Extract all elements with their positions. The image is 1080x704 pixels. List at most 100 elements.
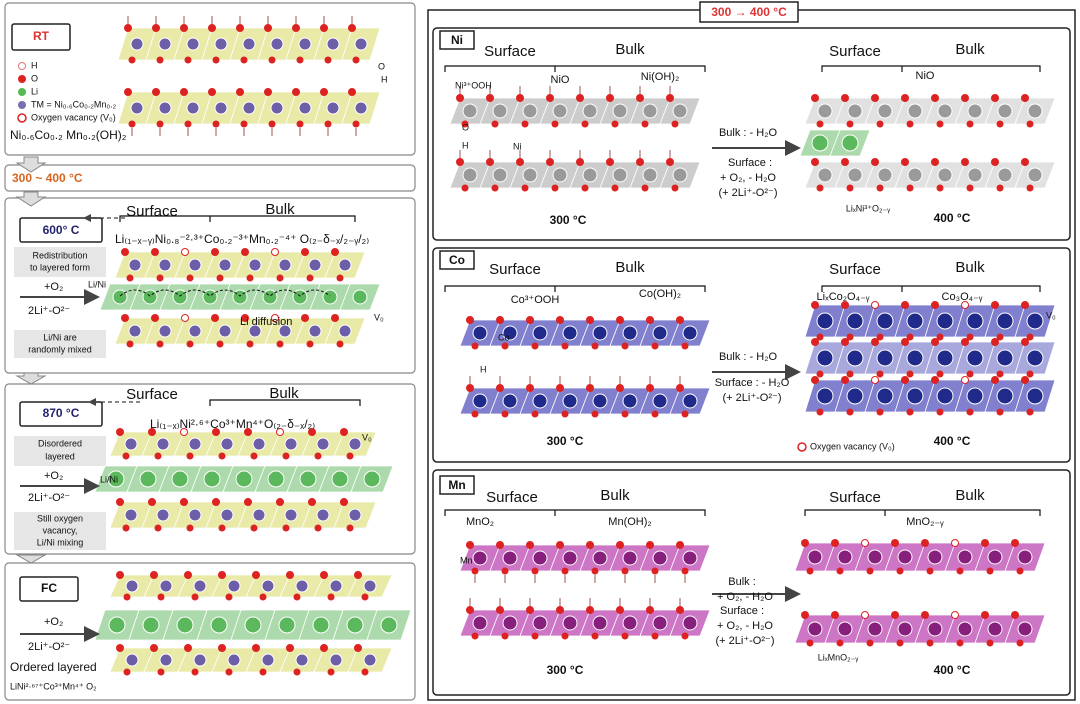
oxygen bbox=[551, 184, 559, 192]
oxygen bbox=[956, 567, 964, 575]
atom bbox=[188, 437, 202, 451]
atom bbox=[672, 103, 688, 119]
atom-label: O bbox=[378, 61, 385, 71]
oxygen bbox=[152, 88, 160, 96]
surface: Surface bbox=[829, 489, 881, 506]
oxygen bbox=[244, 498, 252, 506]
atom bbox=[220, 437, 234, 451]
oxygen bbox=[486, 158, 494, 166]
oxygen bbox=[521, 120, 529, 128]
reaction: Bulk : - H₂O bbox=[719, 351, 778, 363]
temperature: 400 °C bbox=[934, 434, 971, 448]
oxygen bbox=[621, 632, 629, 640]
oxygen bbox=[184, 120, 192, 128]
oxygen bbox=[184, 571, 192, 579]
oxygen bbox=[314, 524, 322, 532]
oxygen bbox=[531, 567, 539, 575]
oxygen bbox=[871, 94, 879, 102]
atom bbox=[316, 437, 330, 451]
oxygen bbox=[116, 498, 124, 506]
oxygen bbox=[871, 338, 879, 346]
legend-o bbox=[18, 75, 26, 83]
atom-label: H bbox=[462, 140, 469, 150]
oxygen bbox=[208, 88, 216, 96]
atom-label: H bbox=[480, 364, 487, 374]
oxygen bbox=[286, 644, 294, 652]
oxygen bbox=[591, 567, 599, 575]
oxygen bbox=[186, 524, 194, 532]
reaction: + O₂, - H₂O bbox=[717, 591, 773, 603]
oxygen bbox=[931, 376, 939, 384]
oxygen bbox=[324, 56, 332, 64]
oxygen bbox=[866, 639, 874, 647]
note-box bbox=[14, 330, 106, 358]
oxygen bbox=[1026, 184, 1034, 192]
atom bbox=[171, 470, 189, 488]
atom bbox=[592, 393, 608, 409]
oxygen bbox=[991, 301, 999, 309]
atom bbox=[502, 550, 518, 566]
oxygen bbox=[581, 184, 589, 192]
oxygen bbox=[966, 120, 974, 128]
oxygen bbox=[271, 314, 279, 322]
atom bbox=[308, 258, 322, 272]
oxygen bbox=[931, 158, 939, 166]
formula: LiNi²·⁶⁷⁺Co³⁺Mn⁴⁺ O₂ bbox=[10, 681, 97, 691]
atom bbox=[996, 312, 1014, 330]
oxygen bbox=[211, 314, 219, 322]
atom bbox=[817, 103, 833, 119]
oxygen bbox=[681, 342, 689, 350]
oxygen bbox=[218, 524, 226, 532]
atom bbox=[682, 325, 698, 341]
oxygen bbox=[861, 611, 869, 619]
down-arrows bbox=[15, 156, 47, 564]
oxygen bbox=[646, 541, 654, 549]
reactant: 2Li⁺-O²⁻ bbox=[28, 305, 70, 317]
oxygen bbox=[264, 24, 272, 32]
vo: V₀ bbox=[374, 312, 384, 322]
oxygen bbox=[236, 88, 244, 96]
atom bbox=[462, 167, 478, 183]
oxygen bbox=[876, 408, 884, 416]
oxygen bbox=[301, 314, 309, 322]
header: 300 → 400 °C bbox=[711, 5, 787, 19]
oxygen bbox=[1026, 370, 1034, 378]
oxygen bbox=[846, 408, 854, 416]
oxygen bbox=[293, 593, 301, 601]
oxygen bbox=[252, 644, 260, 652]
atom bbox=[214, 37, 228, 51]
oxygen bbox=[156, 274, 164, 282]
atom bbox=[188, 258, 202, 272]
atom bbox=[927, 549, 943, 565]
transition: 300 ~ 400 °C bbox=[12, 171, 83, 185]
oxygen bbox=[496, 606, 504, 614]
oxygen bbox=[352, 56, 360, 64]
reaction: Surface : bbox=[720, 605, 764, 617]
oxygen bbox=[556, 541, 564, 549]
oxygen bbox=[1021, 301, 1029, 309]
atom bbox=[295, 579, 309, 593]
surface: Surface bbox=[484, 43, 536, 60]
note: randomly mixed bbox=[28, 344, 92, 354]
atom bbox=[552, 103, 568, 119]
oxygen bbox=[314, 452, 322, 460]
atom bbox=[936, 387, 954, 405]
atom bbox=[242, 37, 256, 51]
oxygen bbox=[218, 452, 226, 460]
atom bbox=[158, 101, 172, 115]
atom bbox=[472, 393, 488, 409]
oxygen bbox=[501, 567, 509, 575]
oxygen bbox=[871, 301, 879, 309]
oxygen bbox=[861, 539, 869, 547]
oxygen bbox=[240, 120, 248, 128]
oxygen bbox=[208, 24, 216, 32]
legend-text: TM = Ni₀.₆Co₀.₂Mn₀.₂ bbox=[31, 99, 117, 109]
oxygen bbox=[126, 340, 134, 348]
atom bbox=[876, 312, 894, 330]
oxygen bbox=[531, 410, 539, 418]
atom bbox=[331, 470, 349, 488]
oxygen bbox=[956, 639, 964, 647]
oxygen bbox=[646, 384, 654, 392]
legend-text: O bbox=[31, 73, 38, 83]
atom bbox=[967, 103, 983, 119]
